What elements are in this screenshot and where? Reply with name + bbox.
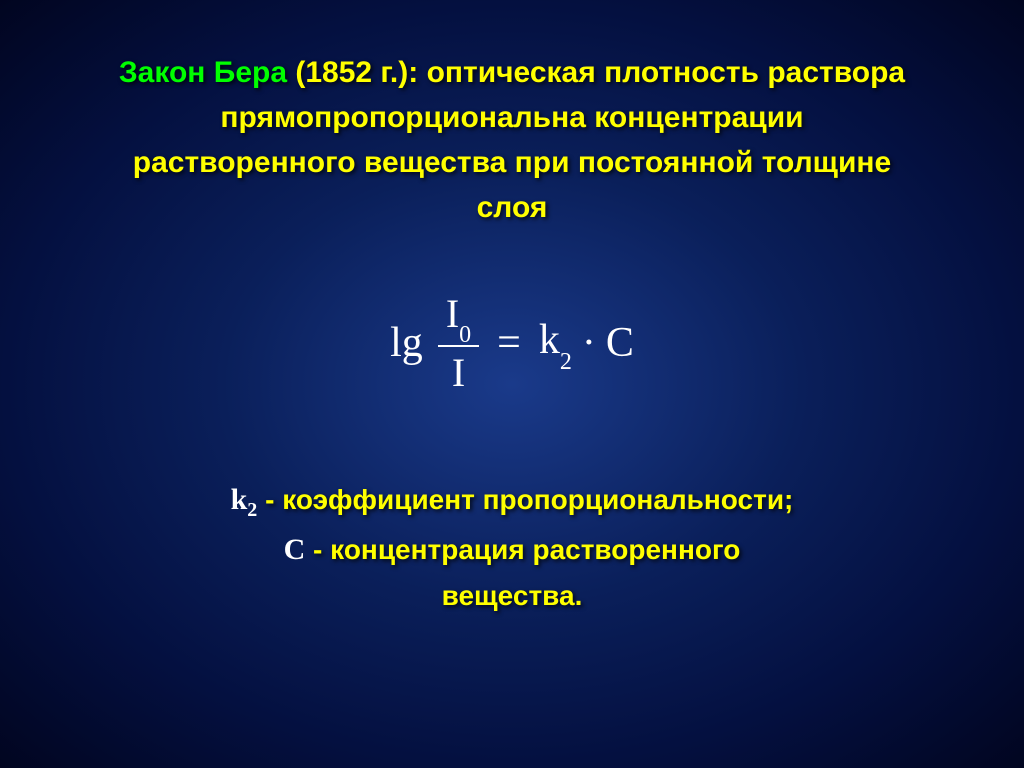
- title-line1: оптическая плотность раствора: [427, 56, 906, 89]
- slide-container: Закон Бера (1852 г.): оптическая плотнос…: [0, 0, 1024, 768]
- k2-text: коэффициент пропорциональности;: [282, 484, 793, 515]
- formula-k: k2: [539, 316, 572, 369]
- c-text-line1: концентрация растворенного: [330, 534, 740, 565]
- k2-sep: -: [257, 484, 282, 515]
- formula-c: C: [606, 319, 634, 367]
- formula-block: lg I0 I = k2 · C: [60, 290, 964, 396]
- title-line3: растворенного вещества при постоянной то…: [133, 146, 891, 179]
- formula-numerator: I0: [438, 290, 479, 347]
- k-letter: k: [539, 317, 560, 363]
- c-var: C: [284, 533, 306, 566]
- definition-k2: k2 - коэффициент пропорциональности;: [60, 476, 964, 526]
- formula-lg: lg: [390, 319, 423, 367]
- numerator-sub: 0: [459, 322, 471, 348]
- title-block: Закон Бера (1852 г.): оптическая плотнос…: [60, 50, 964, 230]
- c-sep: -: [305, 534, 330, 565]
- formula-denominator: I: [444, 347, 473, 396]
- numerator-i: I: [446, 291, 459, 336]
- formula: lg I0 I = k2 · C: [390, 290, 634, 396]
- title-line4: слоя: [477, 191, 548, 224]
- k2-var: k2: [231, 483, 258, 516]
- law-year: (1852 г.):: [287, 56, 427, 89]
- formula-dot: ·: [582, 319, 596, 367]
- formula-fraction: I0 I: [438, 290, 479, 396]
- title-line2: прямопропорциональна концентрации: [220, 101, 803, 134]
- k-sub: 2: [560, 349, 572, 375]
- law-name: Закон Бера: [119, 56, 287, 89]
- definition-c-line2: вещества.: [60, 574, 964, 619]
- definitions-block: k2 - коэффициент пропорциональности; C -…: [60, 476, 964, 619]
- c-text-line2: вещества.: [442, 580, 583, 611]
- formula-equals: =: [497, 319, 521, 367]
- definition-c: C - концентрация растворенного: [60, 526, 964, 574]
